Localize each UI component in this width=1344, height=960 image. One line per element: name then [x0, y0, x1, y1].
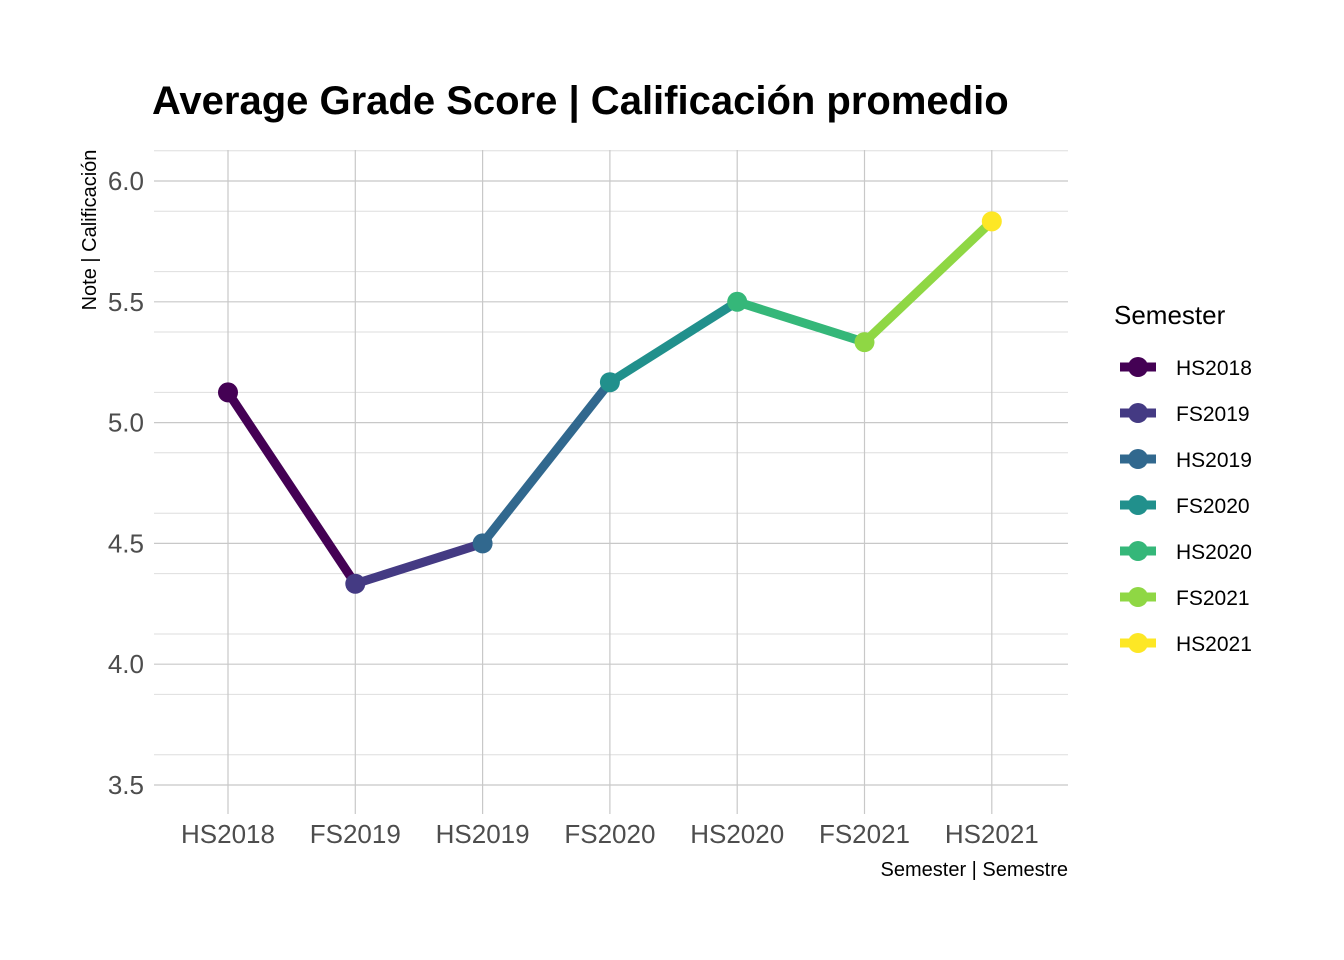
y-tick-label: 3.5 [108, 770, 144, 800]
series-lines [224, 218, 995, 589]
legend-swatch-point [1128, 449, 1148, 469]
x-tick-label: HS2019 [436, 819, 530, 849]
y-tick-label: 5.0 [108, 408, 144, 438]
y-tick-label: 4.0 [108, 649, 144, 679]
x-axis-ticks: HS2018 FS2019 HS2019 FS2020 HS2020 FS2021 HS20… [181, 819, 1039, 849]
x-tick-label: HS2018 [181, 819, 275, 849]
data-point [345, 573, 366, 594]
legend-item: HS2020 [1120, 541, 1252, 564]
x-tick-label: FS2019 [310, 819, 401, 849]
legend-item: HS2021 [1120, 633, 1252, 656]
data-point [854, 332, 875, 353]
x-tick-label: FS2021 [819, 819, 910, 849]
legend-swatch-point [1128, 357, 1148, 377]
legend-swatch-point [1128, 403, 1148, 423]
y-axis-ticks: 3.5 4.0 4.5 5.0 5.5 6.0 [108, 166, 144, 800]
series-segment [353, 539, 484, 589]
series-segment [861, 218, 995, 346]
legend-item: FS2021 [1120, 587, 1250, 610]
legend-label: HS2019 [1176, 449, 1252, 472]
y-axis-label: Note | Calificación [79, 150, 101, 311]
legend-label: HS2020 [1176, 541, 1252, 564]
data-point [599, 372, 620, 393]
series-segment [735, 297, 866, 347]
data-point [727, 291, 748, 312]
series-segment [607, 297, 740, 387]
legend-label: FS2021 [1176, 587, 1250, 610]
legend-label: FS2019 [1176, 403, 1250, 426]
x-tick-label: FS2020 [564, 819, 655, 849]
series-segment [479, 379, 614, 547]
chart-title: Average Grade Score | Calificación prome… [152, 79, 1009, 123]
data-point [218, 382, 238, 403]
legend: Semester HS2018 FS2019 HS2019 FS2020 HS2020 F… [1114, 300, 1252, 656]
x-axis-label: Semester | Semestre [881, 859, 1068, 881]
y-tick-label: 5.5 [108, 287, 144, 317]
y-tick-label: 4.5 [108, 528, 144, 558]
legend-swatch-point [1128, 541, 1148, 561]
grid [154, 150, 1068, 814]
legend-label: HS2018 [1176, 357, 1252, 380]
legend-item: FS2019 [1120, 403, 1250, 426]
data-point [981, 211, 1002, 232]
x-tick-label: HS2020 [690, 819, 784, 849]
series-segment [224, 389, 360, 587]
legend-item: HS2018 [1120, 357, 1252, 380]
legend-label: FS2020 [1176, 495, 1250, 518]
legend-swatch-point [1128, 587, 1148, 607]
legend-item: HS2019 [1120, 449, 1252, 472]
legend-item: FS2020 [1120, 495, 1250, 518]
x-tick-label: HS2021 [945, 819, 1039, 849]
legend-label: HS2021 [1176, 633, 1252, 656]
legend-swatch-point [1128, 495, 1148, 515]
y-tick-label: 6.0 [108, 166, 144, 196]
legend-swatch-point [1128, 633, 1148, 653]
data-points [218, 211, 1002, 594]
legend-title: Semester [1114, 300, 1226, 330]
data-point [472, 533, 493, 554]
